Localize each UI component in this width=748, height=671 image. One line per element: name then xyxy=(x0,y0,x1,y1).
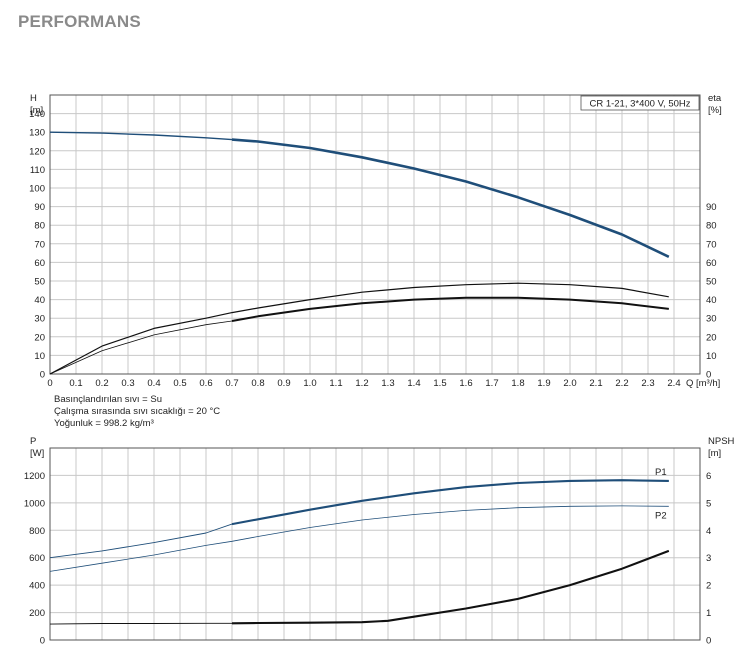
x-tick-label: 0.7 xyxy=(225,378,238,389)
x-tick-label: 1.0 xyxy=(303,378,316,389)
x-tick-label: 2.3 xyxy=(641,378,654,389)
y-axis-label-right: eta xyxy=(708,93,722,104)
plot-frame xyxy=(49,94,701,375)
x-tick-label: 0.8 xyxy=(251,378,264,389)
legend-box-text: CR 1-21, 3*400 V, 50Hz xyxy=(589,99,690,110)
y-tick-label-right: 4 xyxy=(706,526,711,537)
series-line-bold-0-2 xyxy=(231,296,669,322)
y-tick-label-left: 30 xyxy=(34,314,45,325)
x-tick-label: 1.1 xyxy=(329,378,342,389)
y-tick-label-left: 50 xyxy=(34,277,45,288)
x-tick-label: 1.8 xyxy=(511,378,524,389)
y-axis-label-left: H xyxy=(30,93,37,104)
head-efficiency-chart: 0 10 20 30 40 50 60 70 80 90 100 110 120 130 140 0 10 20 3… xyxy=(29,93,722,389)
y-tick-label-left: 140 xyxy=(29,109,45,120)
x-tick-label: 0.1 xyxy=(69,378,82,389)
y-tick-label-left: 120 xyxy=(29,146,45,157)
y-tick-label-left: 100 xyxy=(29,184,45,195)
y-tick-label-right: 30 xyxy=(706,314,717,325)
series-label-p1: P1 xyxy=(655,467,667,478)
series-line-1-2 xyxy=(49,550,669,625)
page-title: PERFORMANS xyxy=(18,12,141,31)
y-tick-label-right: 0 xyxy=(706,636,711,647)
y-tick-label-left: 20 xyxy=(34,332,45,343)
y-axis-label-left: P xyxy=(30,436,36,447)
y-tick-label-left: 800 xyxy=(29,526,45,537)
y-axis-label-right: NPSH xyxy=(708,436,735,447)
y-tick-label-right: 1 xyxy=(706,608,711,619)
x-tick-label: 1.5 xyxy=(433,378,446,389)
series-line-1-1 xyxy=(49,505,669,572)
x-tick-label: 0.6 xyxy=(199,378,212,389)
info-line: Çalışma sırasında sıvı sıcaklığı = 20 °C xyxy=(54,406,220,417)
y-tick-label-left: 600 xyxy=(29,553,45,564)
y-tick-label-left: 110 xyxy=(30,165,45,176)
y-tick-label-right: 5 xyxy=(706,498,711,509)
y-tick-label-left: 40 xyxy=(34,295,45,306)
x-tick-label: 1.7 xyxy=(485,378,498,389)
x-tick-label: 0.4 xyxy=(147,378,160,389)
y-tick-label-right: 3 xyxy=(706,553,711,564)
y-tick-label-left: 0 xyxy=(40,370,45,381)
x-tick-label: 1.4 xyxy=(407,378,420,389)
power-npsh-chart: 0 200 400 600 800 1000 1200 0 1 2 3 4 5 6 P[W] NPSH[m] P… xyxy=(24,394,735,647)
y-axis-label-left: [m] xyxy=(30,105,43,116)
x-tick-label: 1.2 xyxy=(355,378,368,389)
y-tick-label-left: 1200 xyxy=(24,471,45,482)
x-tick-label: 0 xyxy=(47,378,52,389)
y-tick-label-right: 70 xyxy=(706,239,717,250)
series-line-bold-0-0 xyxy=(231,138,670,258)
y-tick-label-right: 60 xyxy=(706,258,717,269)
y-tick-label-right: 80 xyxy=(706,221,717,232)
y-tick-label-right: 40 xyxy=(706,295,717,306)
series-line-0-1 xyxy=(49,282,669,375)
x-tick-label: 2.1 xyxy=(589,378,602,389)
y-tick-label-left: 80 xyxy=(34,221,45,232)
y-tick-label-left: 70 xyxy=(34,239,45,250)
x-axis-label: Q xyxy=(686,378,693,389)
y-tick-label-left: 1000 xyxy=(24,498,45,509)
series-line-0-2 xyxy=(49,297,669,375)
y-tick-label-left: 90 xyxy=(34,202,45,213)
series-line-1-0 xyxy=(49,479,669,559)
x-tick-label: 1.6 xyxy=(459,378,472,389)
y-tick-label-right: 20 xyxy=(706,332,717,343)
x-tick-label: 0.3 xyxy=(121,378,134,389)
y-tick-label-left: 60 xyxy=(34,258,45,269)
y-tick-label-right: 6 xyxy=(706,471,711,482)
y-tick-label-left: 10 xyxy=(34,351,45,362)
x-tick-label: 2.0 xyxy=(563,378,576,389)
series-line-bold-1-2 xyxy=(231,549,670,625)
y-tick-label-left: 0 xyxy=(40,636,45,647)
x-tick-label: 1.3 xyxy=(381,378,394,389)
x-tick-label: 0.2 xyxy=(95,378,108,389)
y-axis-label-right: [%] xyxy=(708,105,722,116)
info-line: Yoğunluk = 998.2 kg/m³ xyxy=(54,418,154,429)
x-tick-label: 2.4 xyxy=(667,378,680,389)
y-tick-label-right: 90 xyxy=(706,202,717,213)
series-label-p2: P2 xyxy=(655,510,667,521)
x-tick-label: 0.5 xyxy=(173,378,186,389)
y-axis-label-left: [W] xyxy=(30,448,44,459)
y-tick-label-left: 130 xyxy=(29,128,45,139)
x-tick-label: 0.9 xyxy=(277,378,290,389)
y-tick-label-right: 0 xyxy=(706,370,711,381)
info-line: Basınçlandırılan sıvı = Su xyxy=(54,394,162,405)
y-tick-label-right: 50 xyxy=(706,277,717,288)
series-line-bold-1-0 xyxy=(231,479,669,526)
x-axis-unit: [m³/h] xyxy=(696,378,720,389)
y-tick-label-right: 2 xyxy=(706,581,711,592)
y-tick-label-left: 200 xyxy=(29,608,45,619)
y-tick-label-right: 10 xyxy=(706,351,717,362)
y-axis-label-right: [m] xyxy=(708,448,721,459)
x-tick-label: 2.2 xyxy=(615,378,628,389)
plot-frame xyxy=(49,447,701,641)
legend-box xyxy=(580,95,700,111)
y-tick-label-left: 400 xyxy=(29,581,45,592)
x-tick-label: 1.9 xyxy=(537,378,550,389)
